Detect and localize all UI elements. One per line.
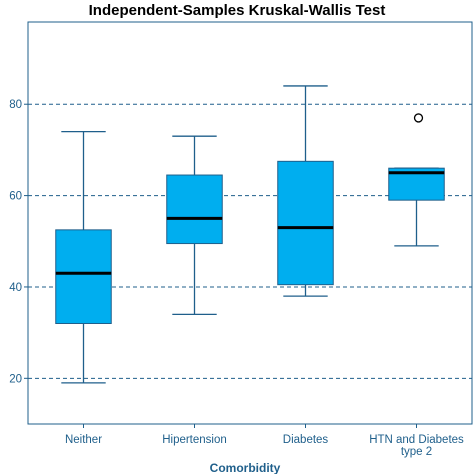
x-tick-label: Diabetes (283, 434, 329, 446)
box-iqr (55, 229, 112, 325)
outlier-point (413, 113, 424, 123)
box-iqr (277, 160, 334, 286)
box-group (277, 85, 334, 297)
y-tick-label: 40 (9, 282, 22, 294)
box-iqr (166, 174, 223, 245)
x-tick-label: HTN and Diabetes (369, 434, 464, 446)
x-axis-ticks: Neither Hipertension Diabetes HTN and Diabe… (65, 424, 464, 458)
y-tick-label: 20 (9, 373, 22, 385)
x-tick-label: Hipertension (162, 434, 227, 446)
chart-title: Independent-Samples Kruskal-Wallis Test (88, 2, 386, 19)
box-group (55, 130, 112, 384)
box-series (55, 85, 445, 384)
box-group (388, 113, 445, 247)
x-axis-title: Comorbidity (210, 461, 281, 474)
x-tick-label: type 2 (401, 446, 432, 458)
y-tick-label: 80 (9, 99, 22, 111)
y-tick-label: 60 (9, 191, 22, 203)
plot-frame (27, 21, 473, 425)
y-axis-ticks: 20 40 60 80 (9, 99, 28, 385)
x-tick-label: Neither (65, 434, 102, 446)
box-group (166, 135, 223, 316)
